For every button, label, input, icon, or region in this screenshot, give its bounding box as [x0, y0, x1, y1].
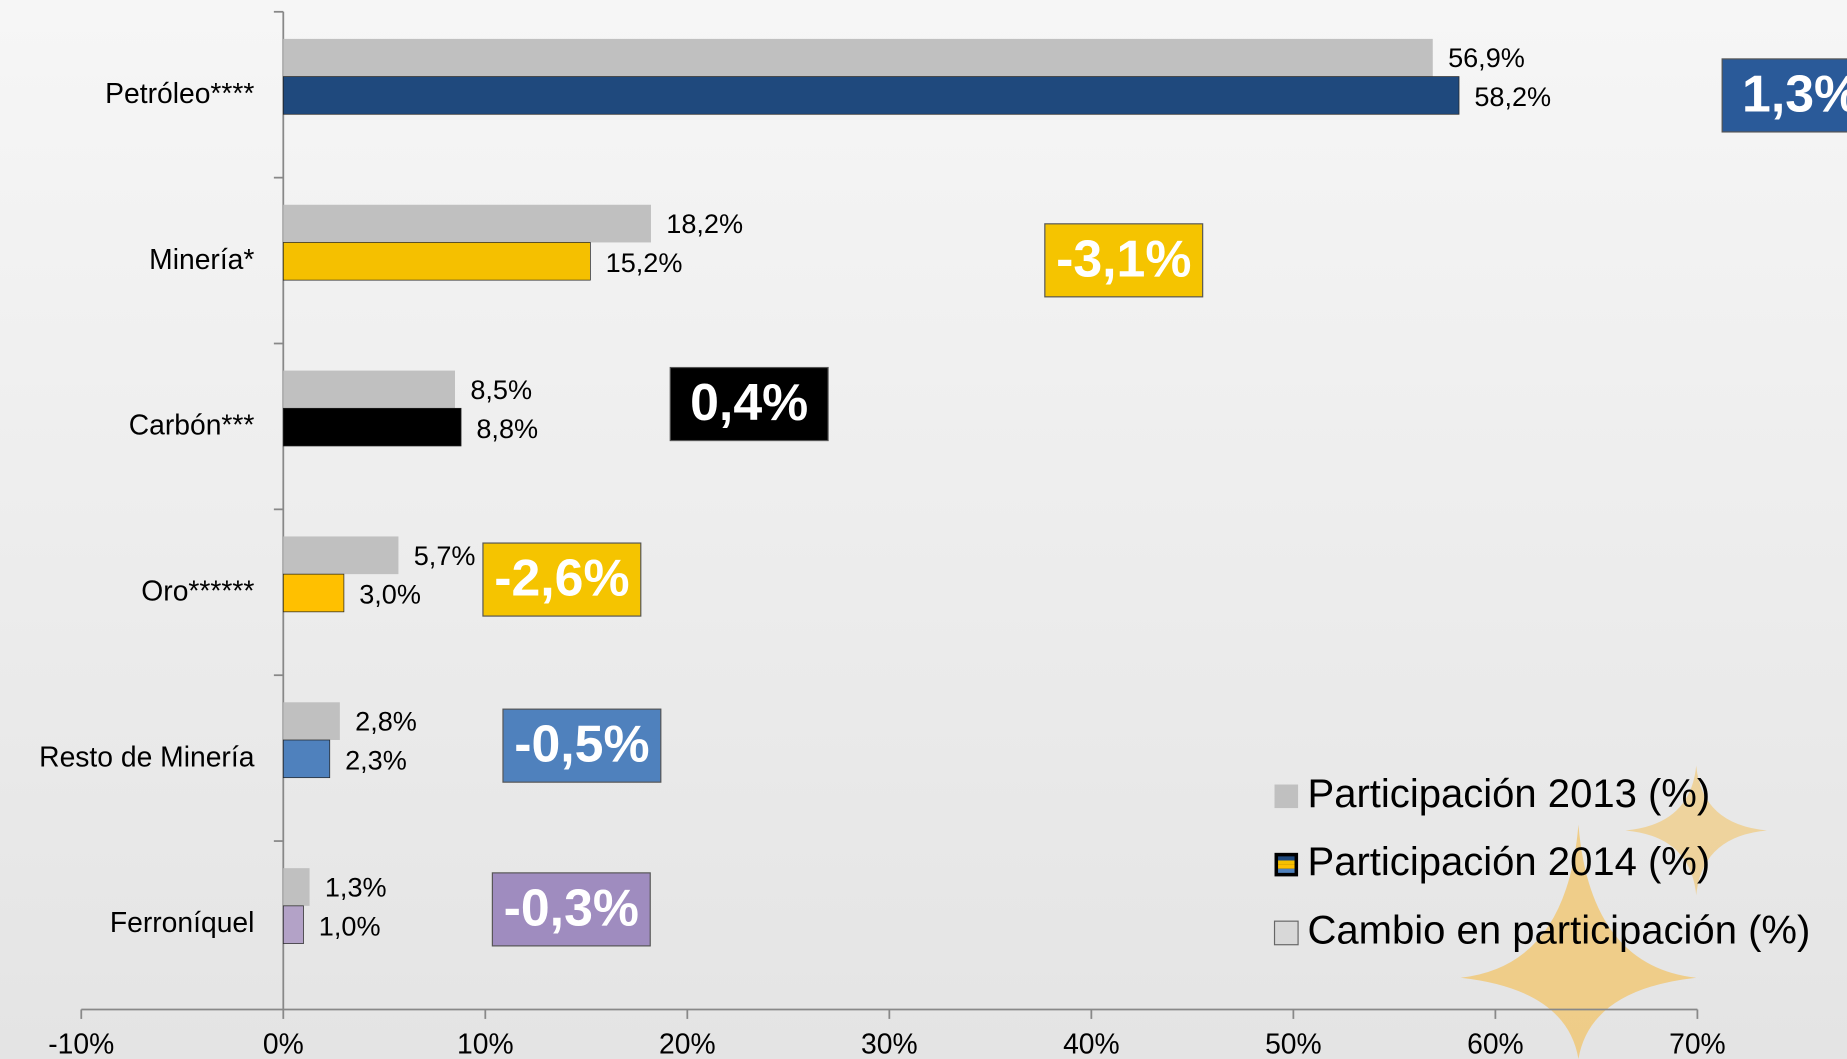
legend-label: Cambio en participación (%) [1308, 909, 1811, 953]
value-label: 15,2% [606, 247, 683, 278]
legend-swatch [1278, 856, 1295, 861]
x-tick-label: 60% [1467, 1027, 1524, 1059]
bar-2013 [283, 370, 456, 409]
x-tick-label: -10% [48, 1027, 114, 1059]
value-label: 58,2% [1474, 81, 1551, 112]
x-tick-label: 20% [659, 1027, 716, 1059]
value-label: 5,7% [414, 540, 476, 571]
change-box [502, 708, 662, 783]
legend-label: Participación 2014 (%) [1308, 840, 1711, 884]
bar-2013 [283, 204, 651, 243]
category-label: Oro****** [141, 574, 254, 606]
legend-swatch [1273, 920, 1299, 946]
bar-2014 [282, 242, 591, 281]
bar-2014 [282, 407, 462, 447]
bar-2013 [283, 536, 399, 575]
bar-2014 [282, 76, 1460, 115]
legend-swatch [1274, 784, 1299, 809]
x-tick-label: 70% [1669, 1027, 1726, 1059]
category-label: Petróleo**** [105, 77, 254, 109]
x-tick-label: 50% [1265, 1027, 1322, 1059]
change-label: 1,3% [1742, 64, 1847, 122]
legend-swatch [1278, 864, 1295, 869]
change-box [491, 872, 651, 947]
value-label: 2,8% [355, 706, 417, 737]
legend-swatch [1278, 868, 1295, 873]
x-tick-label: 40% [1063, 1027, 1120, 1059]
change-label: -0,5% [514, 715, 649, 773]
category-label: Ferroníquel [110, 906, 255, 938]
value-label: 2,3% [345, 745, 407, 776]
value-label: 18,2% [666, 208, 743, 239]
change-label: -3,1% [1056, 229, 1191, 287]
x-tick-label: 0% [263, 1027, 304, 1059]
sparkle [1460, 824, 1697, 1059]
category-label: Minería* [149, 243, 254, 275]
change-label: -2,6% [494, 549, 629, 607]
legend-label: Participación 2013 (%) [1308, 772, 1711, 816]
legend-swatch [1278, 860, 1295, 865]
x-tick-label: 10% [457, 1027, 514, 1059]
bar-2013 [283, 38, 1433, 77]
change-box [669, 366, 829, 442]
category-label: Resto de Minería [39, 740, 255, 772]
value-label: 1,0% [319, 910, 381, 941]
value-label: 3,0% [359, 579, 421, 610]
bar-2013 [283, 702, 340, 740]
value-label: 8,8% [476, 413, 538, 444]
value-label: 1,3% [325, 872, 387, 903]
change-box [482, 542, 642, 617]
change-label: 0,4% [690, 373, 808, 431]
change-label: -0,3% [504, 878, 639, 936]
category-label: Carbón*** [129, 409, 255, 441]
sparkle [1625, 765, 1767, 896]
change-box [1721, 58, 1847, 133]
change-box [1044, 223, 1204, 298]
bar-2014 [282, 573, 345, 613]
x-tick-label: 30% [861, 1027, 918, 1059]
bar-2014 [282, 739, 331, 779]
value-label: 8,5% [470, 374, 532, 405]
value-label: 56,9% [1448, 42, 1525, 73]
bar-2014 [282, 905, 304, 944]
bar-2013 [283, 868, 310, 906]
